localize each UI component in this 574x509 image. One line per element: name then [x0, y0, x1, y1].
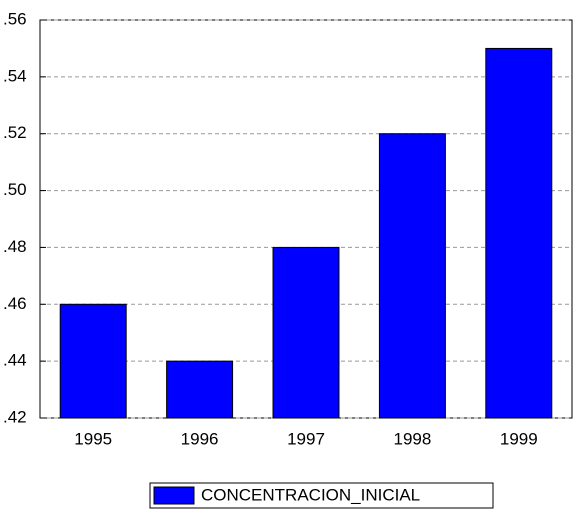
y-tick-label: .48 [3, 237, 27, 256]
legend-box [149, 482, 494, 509]
x-tick-label: 1998 [393, 429, 431, 448]
x-tick-label: 1997 [287, 429, 325, 448]
x-tick-label: 1996 [181, 429, 219, 448]
y-tick-label: .52 [3, 123, 27, 142]
bar [59, 303, 127, 419]
bar [166, 360, 234, 419]
y-tick-label: .44 [3, 351, 27, 370]
y-tick-label: .54 [3, 66, 27, 85]
y-tick-label: .42 [3, 407, 27, 426]
y-tick-label: .56 [3, 9, 27, 28]
legend-swatch [153, 486, 195, 505]
legend-label: CONCENTRACION_INICIAL [201, 485, 420, 504]
y-tick-label: .46 [3, 294, 27, 313]
bar [378, 133, 446, 419]
bar [272, 246, 340, 419]
bar [485, 47, 553, 419]
y-tick-label: .50 [3, 180, 27, 199]
x-tick-label: 1995 [74, 429, 112, 448]
x-tick-label: 1999 [500, 429, 538, 448]
